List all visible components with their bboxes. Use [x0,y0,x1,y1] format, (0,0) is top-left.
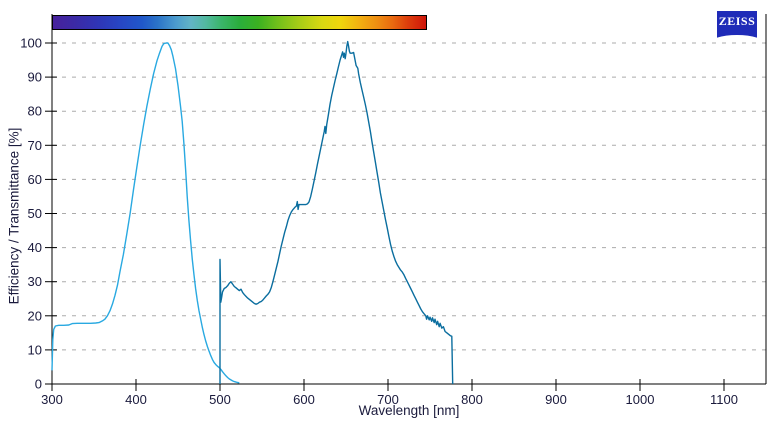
y-tick-label: 30 [28,274,42,289]
y-tick-label: 10 [28,342,42,357]
y-tick-label: 40 [28,240,42,255]
y-tick-label: 60 [28,172,42,187]
zeiss-logo-arc [717,35,757,41]
y-tick-label: 90 [28,70,42,85]
y-axis-title: Efficiency / Transmittance [%] [6,127,22,305]
x-tick-label: 900 [545,392,567,407]
curve-light-blue-spectrum [51,42,240,384]
x-tick-label: 700 [377,392,399,407]
x-tick-label: 500 [209,392,231,407]
y-tick-label: 50 [28,206,42,221]
zeiss-logo-text: ZEISS [718,14,756,28]
y-tick-label: 20 [28,308,42,323]
x-tick-label: 800 [461,392,483,407]
curve-dark-blue-spectrum [219,40,454,385]
y-tick-label: 70 [28,138,42,153]
x-tick-label: 400 [125,392,147,407]
x-axis-title: Wavelength [nm] [358,403,460,418]
x-tick-label: 300 [41,392,63,407]
x-tick-label: 1000 [626,392,655,407]
y-tick-label: 100 [20,36,42,51]
x-tick-label: 600 [293,392,315,407]
zeiss-logo: ZEISS [717,11,757,41]
y-tick-label: 0 [35,377,42,392]
y-tick-label: 80 [28,104,42,119]
x-tick-label: 1100 [710,392,738,407]
